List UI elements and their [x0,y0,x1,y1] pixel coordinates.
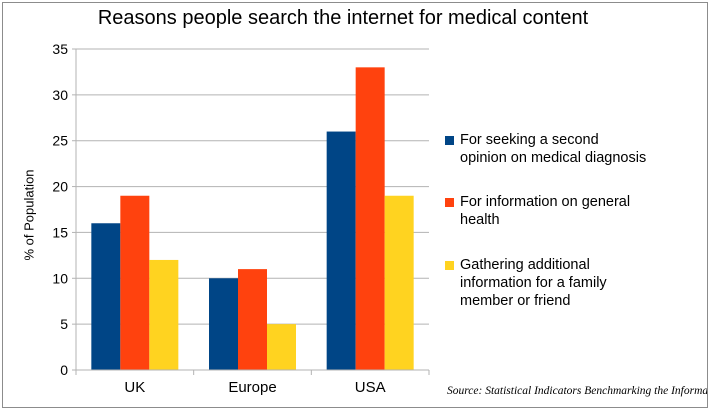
legend-line: For information on general [460,194,631,210]
y-tick-label: 0 [60,362,68,378]
bar [209,278,238,370]
bar [267,324,296,370]
bar [91,223,121,370]
y-tick-label: 30 [52,87,68,103]
legend-line: health [460,212,500,228]
legend-label-general-health: For information on general health [460,193,700,229]
bar [120,195,150,370]
legend-label-family-member: Gathering additional information for a f… [460,256,700,310]
y-tick-label: 25 [52,133,68,149]
legend-line: opinion on medical diagnosis [460,150,647,166]
bar [355,67,385,370]
y-tick-label: 5 [60,316,68,332]
legend-swatch-general-health [445,198,454,207]
y-tick-label: 20 [52,179,68,195]
y-tick-label: 15 [52,224,68,240]
legend-swatch-second-opinion [445,136,454,145]
legend-line: member or friend [460,293,571,309]
bar [384,195,414,370]
y-tick-label: 35 [52,41,68,57]
legend-line: Gathering additional [460,257,590,273]
chart-frame: Reasons people search the internet for m… [2,2,708,408]
plot-area: 0 5 10 15 20 25 30 35 UK Europe USA [52,41,430,396]
bar [149,259,179,370]
bar [326,131,356,370]
y-tick-label: 10 [52,270,68,286]
x-tick-label: UK [124,379,145,396]
legend-line: For seeking a second [460,132,599,148]
legend-swatch-family-member [445,261,454,270]
legend-label-second-opinion: For seeking a second opinion on medical … [460,131,700,167]
x-tick-label: USA [355,379,386,396]
bar [238,269,267,370]
legend-line: information for a family [460,275,607,291]
source-note: Source: Statistical Indicators Benchmark… [447,385,708,397]
chart-title: Reasons people search the internet for m… [97,7,589,29]
x-tick-label: Europe [228,379,276,396]
